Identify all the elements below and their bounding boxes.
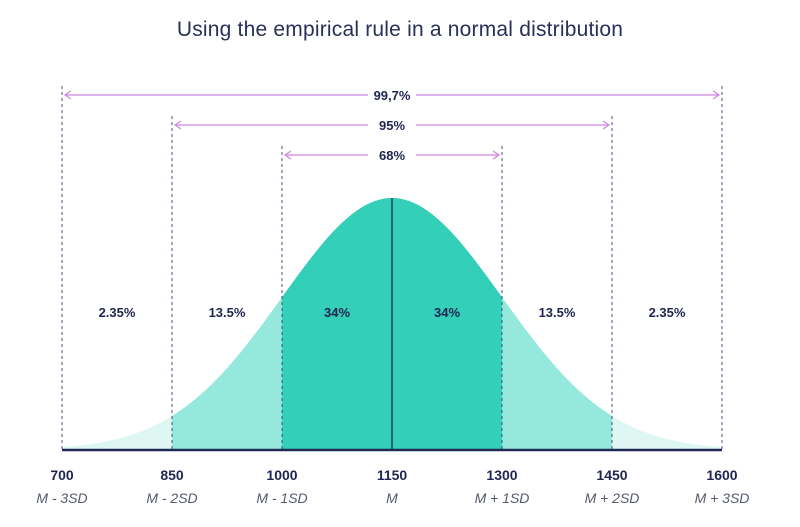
x-tick-label-7: 1600 [706, 467, 737, 483]
arrow-head-left-2 [173, 120, 182, 130]
x-tick-label-1: 700 [50, 467, 74, 483]
sd-label-1: M - 3SD [36, 490, 87, 506]
chart-title: Using the empirical rule in a normal dis… [176, 18, 624, 41]
x-tick-label-6: 1450 [596, 467, 627, 483]
sd-label-7: M + 3SD [695, 490, 750, 506]
sd-label-6: M + 2SD [585, 490, 640, 506]
sd-label-4: M [386, 490, 398, 506]
segment-percent-label-6: 2.35% [649, 305, 686, 320]
curve-segment-4 [392, 198, 502, 450]
x-tick-label-4: 1150 [377, 467, 408, 483]
range-label-2: 95% [379, 118, 405, 133]
range-label-1: 99,7% [374, 88, 411, 103]
segment-percent-label-1: 2.35% [99, 305, 136, 320]
x-tick-label-5: 1300 [486, 467, 517, 483]
x-tick-label-2: 850 [160, 467, 184, 483]
arrow-head-right-2 [602, 120, 611, 130]
arrow-head-right-3 [492, 150, 501, 160]
curve-segment-5 [502, 297, 612, 450]
segment-percent-label-5: 13.5% [539, 305, 576, 320]
range-label-3: 68% [379, 148, 405, 163]
segment-percent-label-3: 34% [324, 305, 350, 320]
curve-segment-1 [62, 415, 172, 450]
sd-label-3: M - 1SD [256, 490, 307, 506]
segment-percent-label-4: 34% [434, 305, 460, 320]
curve-segment-3 [282, 198, 392, 450]
arrow-head-right-1 [712, 90, 721, 100]
segment-percent-label-2: 13.5% [209, 305, 246, 320]
curve-segment-2 [172, 297, 282, 450]
sd-label-2: M - 2SD [146, 490, 197, 506]
sd-label-5: M + 1SD [475, 490, 530, 506]
arrow-head-left-3 [283, 150, 292, 160]
arrow-head-left-1 [63, 90, 72, 100]
curve-segment-6 [612, 415, 722, 450]
x-tick-label-3: 1000 [266, 467, 297, 483]
